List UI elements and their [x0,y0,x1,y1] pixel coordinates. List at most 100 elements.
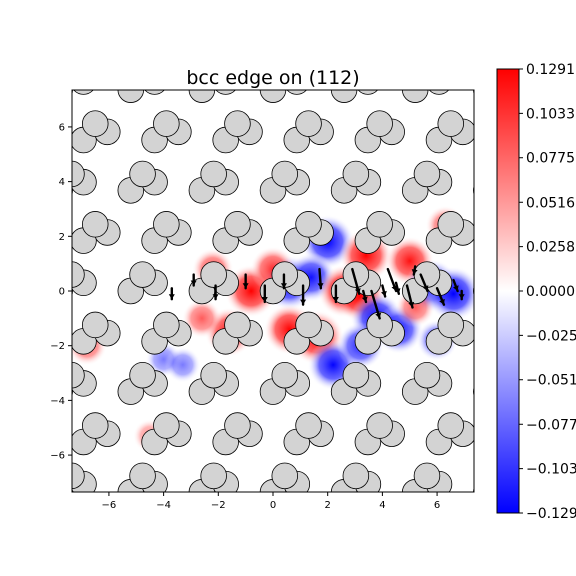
atom [200,462,227,490]
atom [473,286,474,296]
y-axis: −6 −4 −2 0 2 4 6 [50,122,72,462]
atom [366,211,393,238]
atom [200,160,227,188]
colorbar-tick-label: −0.0258 [526,328,576,344]
atom [366,311,393,339]
displacement-arrow [242,273,249,290]
x-tick-label: −6 [102,500,117,511]
displacement-arrow [168,287,175,301]
atom [72,361,85,389]
plot-area: −6 −4 −2 0 2 4 6 −6 −4 −2 0 2 4 6 [50,60,475,511]
atom [366,110,393,137]
atom [414,60,440,86]
y-tick-label: −2 [50,341,65,352]
atom [295,211,322,238]
chart-title: bcc edge on (112) [186,67,359,89]
colorbar-tick-label: −0.1291 [526,506,576,522]
atom [72,90,73,95]
colorbar-tick-label: 0.0000 [526,284,575,300]
atom [153,110,180,137]
atom [437,412,465,439]
atom [413,462,441,490]
displacement-arrow [370,289,382,320]
atom [129,160,156,188]
atom [129,261,156,288]
atom [437,311,465,339]
atom [413,361,441,389]
atom [342,361,370,389]
y-tick-label: 6 [59,122,65,133]
atom [271,361,299,389]
atom [286,90,307,95]
x-tick-label: −4 [156,500,171,511]
colorbar-tick-label: 0.0775 [526,151,575,167]
displacement-arrow [332,284,339,304]
atom [437,211,465,238]
x-axis: −6 −4 −2 0 2 4 6 [102,492,440,511]
displacement-arrow [280,273,287,290]
atom [144,90,165,95]
atom [413,160,441,188]
atom [224,311,251,339]
displacement-arrow [394,281,401,295]
y-tick-label: 0 [59,287,65,298]
atom [295,110,322,137]
atom [72,160,85,188]
displacement-arrow [300,284,307,306]
colorbar-tick-label: 0.0516 [526,195,575,211]
colorbar: 0.1291 0.1033 0.0775 0.0516 0.0258 0.0000 −0.0… [496,62,576,522]
displacement-arrow [212,284,219,301]
colorbar-body [496,68,520,514]
atom [81,412,109,439]
atom [81,110,109,137]
x-tick-label: 4 [379,500,385,511]
atom [473,185,474,196]
atom [200,261,227,288]
colorbar-tick-label: 0.0258 [526,240,575,256]
atom [72,462,85,490]
displacement-arrow [361,289,368,304]
strain-blob [182,298,222,339]
displacement-arrow [419,273,429,293]
atom [72,487,73,492]
atom [401,90,429,103]
displacement-arrow [317,267,324,290]
atom [81,211,109,238]
atom [224,211,251,238]
colorbar-tick-label: −0.0516 [526,373,576,389]
colorbar-tick-label: −0.0775 [526,417,576,433]
atom [473,386,474,397]
atom [271,462,299,490]
atom [330,90,358,103]
atom [73,90,94,95]
atom [366,412,393,439]
colorbar-tick-label: 0.1033 [526,106,575,122]
displacement-arrow [380,284,387,298]
atom [342,160,370,188]
x-tick-label: 2 [325,500,331,511]
colorbar-tick-label: 0.1291 [526,62,575,78]
atom [72,261,85,288]
strain-blob [164,346,201,383]
displacement-arrow [452,278,459,293]
colorbar-ticks: 0.1291 0.1033 0.0775 0.0516 0.0258 0.0000 −0.0… [519,62,576,522]
atom [428,90,450,95]
atom [215,90,236,95]
atom [129,361,156,389]
atom [153,311,180,339]
atom [59,60,85,86]
displacement-arrow [190,273,197,287]
displacement-arrow [411,265,418,276]
atom [224,412,251,439]
displacement-arrows [168,265,465,320]
x-tick-label: 0 [270,500,276,511]
atom [413,261,441,288]
atom [473,487,474,492]
displacement-arrow [458,289,465,301]
atom [153,412,180,439]
x-tick-label: −2 [211,500,226,511]
y-tick-label: 2 [59,232,65,243]
atom [342,462,370,490]
atom [81,311,109,339]
